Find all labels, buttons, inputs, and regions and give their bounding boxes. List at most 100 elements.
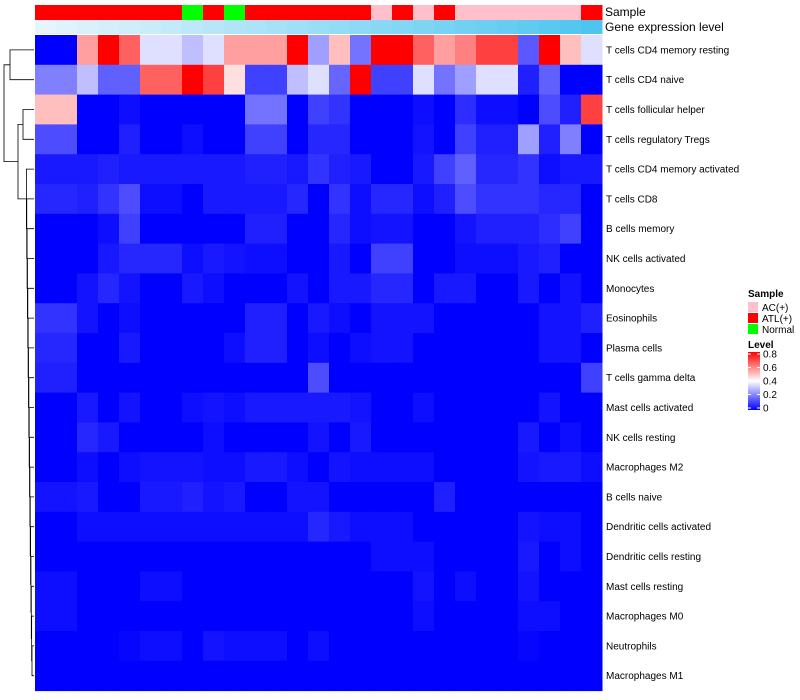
heatmap-cell xyxy=(182,273,204,304)
heatmap-cell xyxy=(224,631,246,662)
heatmap-cell xyxy=(581,511,603,543)
heatmap-cell xyxy=(203,631,225,662)
heatmap-cell xyxy=(476,482,498,513)
heatmap-cell xyxy=(161,601,183,632)
heatmap-cell xyxy=(581,541,603,572)
gene-expression-annotation-label: Gene expression level xyxy=(605,20,724,34)
heatmap-cell xyxy=(77,631,99,662)
heatmap-cell xyxy=(140,631,162,662)
heatmap-cell xyxy=(497,660,519,692)
gene-expression-annotation-cell xyxy=(518,20,540,34)
heatmap-cell xyxy=(539,392,561,423)
sample-annotation-cell xyxy=(287,5,309,20)
heatmap-cell xyxy=(245,571,267,602)
row-label: T cells regulatory Tregs xyxy=(606,135,710,146)
heatmap-cell xyxy=(518,571,540,602)
heatmap-cell xyxy=(98,482,120,513)
sample-legend-label: AC(+) xyxy=(762,303,788,314)
heatmap-cell xyxy=(581,601,603,632)
heatmap-cell xyxy=(308,601,330,632)
heatmap-cell xyxy=(476,660,498,692)
heatmap-cell xyxy=(98,571,120,602)
gene-expression-annotation-cell xyxy=(308,20,330,34)
heatmap-cell xyxy=(245,452,267,483)
heatmap-cell xyxy=(329,154,351,185)
heatmap-cell xyxy=(392,303,414,334)
heatmap-cell xyxy=(371,35,393,66)
heatmap-cell xyxy=(497,243,519,274)
sample-annotation-cell xyxy=(560,5,582,20)
heatmap-cell xyxy=(266,124,288,155)
heatmap-cell xyxy=(203,184,225,215)
heatmap-cell xyxy=(581,64,603,96)
heatmap-cell xyxy=(35,213,57,245)
row-labels: T cells CD4 memory resting T cells CD4 na… xyxy=(606,45,739,682)
heatmap-cell xyxy=(77,303,99,334)
row-label: T cells CD4 memory resting xyxy=(606,45,729,56)
heatmap-cell xyxy=(476,422,498,453)
heatmap-cell xyxy=(224,94,246,125)
heatmap-cell xyxy=(434,333,456,364)
heatmap-cell xyxy=(203,571,225,602)
heatmap-cell xyxy=(497,94,519,125)
heatmap-cell xyxy=(161,631,183,662)
heatmap-cell xyxy=(329,213,351,245)
heatmap-cell xyxy=(497,452,519,483)
heatmap-cell xyxy=(350,660,372,692)
gene-expression-annotation-cell xyxy=(287,20,309,34)
heatmap-cell xyxy=(203,303,225,334)
heatmap-cell xyxy=(203,362,225,394)
heatmap-cell xyxy=(287,184,309,215)
gene-expression-annotation-cell xyxy=(140,20,162,34)
sample-annotation-cell xyxy=(203,5,225,20)
heatmap-cell xyxy=(371,124,393,155)
row-label: T cells follicular helper xyxy=(606,105,705,116)
heatmap-cell xyxy=(161,333,183,364)
heatmap-cell xyxy=(329,511,351,543)
heatmap-cell xyxy=(518,273,540,304)
heatmap-cell xyxy=(371,631,393,662)
heatmap-cell xyxy=(308,392,330,423)
heatmap-cell xyxy=(539,64,561,96)
heatmap-cell xyxy=(455,94,477,125)
heatmap-cell xyxy=(476,94,498,125)
heatmap-cell xyxy=(560,631,582,662)
heatmap-cell xyxy=(371,392,393,423)
gene-expression-annotation-cell xyxy=(245,20,267,34)
heatmap-cell xyxy=(518,601,540,632)
heatmap-cell xyxy=(518,482,540,513)
heatmap-cell xyxy=(35,362,57,394)
heatmap-cell xyxy=(476,333,498,364)
heatmap-cell xyxy=(392,571,414,602)
heatmap-cell xyxy=(455,184,477,215)
heatmap-cell xyxy=(413,94,435,125)
heatmap-cell xyxy=(35,482,57,513)
sample-legend-swatch xyxy=(748,302,758,312)
heatmap-cell xyxy=(245,511,267,543)
heatmap-cell xyxy=(56,303,78,334)
gene-expression-annotation-cell xyxy=(35,20,57,34)
heatmap-cell xyxy=(140,184,162,215)
heatmap-cell xyxy=(224,660,246,692)
heatmap-cell xyxy=(308,571,330,602)
row-label: NK cells resting xyxy=(606,433,675,444)
heatmap-cell xyxy=(77,64,99,96)
sample-annotation-cell xyxy=(266,5,288,20)
heatmap-cell xyxy=(203,243,225,274)
heatmap-cell xyxy=(518,35,540,66)
heatmap-cell xyxy=(98,94,120,125)
heatmap-cell xyxy=(140,303,162,334)
heatmap-cell xyxy=(98,541,120,572)
heatmap-cell xyxy=(371,422,393,453)
heatmap-cell xyxy=(581,392,603,423)
heatmap-cell xyxy=(497,422,519,453)
heatmap-cell xyxy=(413,660,435,692)
heatmap-cell xyxy=(476,303,498,334)
level-tick-label: 0.8 xyxy=(763,350,777,361)
sample-legend-swatch xyxy=(748,313,758,323)
heatmap-cell xyxy=(434,184,456,215)
heatmap-cell xyxy=(98,243,120,274)
heatmap-cell xyxy=(434,392,456,423)
heatmap-cell xyxy=(413,452,435,483)
heatmap-cell xyxy=(455,482,477,513)
